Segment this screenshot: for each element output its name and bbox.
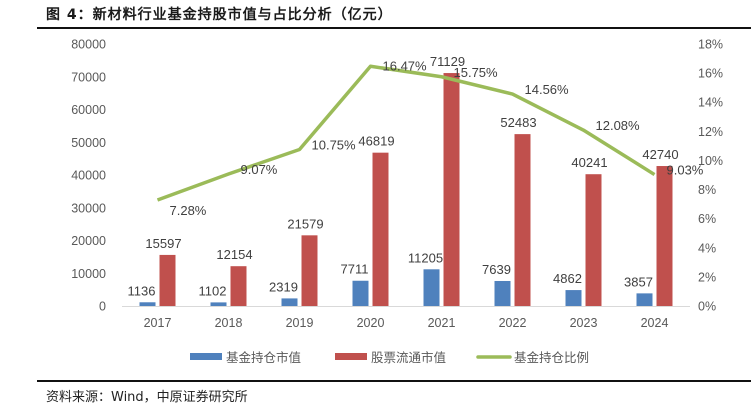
left-tick-label: 70000 bbox=[71, 70, 106, 84]
source-note: 资料来源：Wind，中原证券研究所 bbox=[46, 390, 248, 405]
legend-ratio: 基金持仓比例 bbox=[476, 350, 589, 365]
data-label-fund-holding: 3857 bbox=[624, 274, 653, 289]
bar-circulating-mv bbox=[443, 73, 460, 307]
data-label-circulating-mv: 15597 bbox=[145, 236, 181, 251]
bar-fund-holding bbox=[352, 280, 369, 306]
right-tick-label: 6% bbox=[698, 212, 716, 226]
data-label-circulating-mv: 52483 bbox=[500, 115, 536, 130]
bar-fund-holding bbox=[139, 302, 156, 306]
chart: 0 10000 20000 30000 40000 50000 60000 70000 8000… bbox=[71, 38, 723, 366]
x-tick-label: 2020 bbox=[357, 316, 385, 330]
data-label-circulating-mv: 46819 bbox=[358, 134, 394, 149]
bar-labels: 1136 15597 1102 12154 2319 21579 7711 46819 1120… bbox=[128, 54, 704, 298]
data-label-ratio: 7.28% bbox=[170, 203, 207, 218]
right-tick-label: 4% bbox=[698, 241, 716, 255]
data-label-ratio: 16.47% bbox=[383, 58, 428, 73]
bar-fund-holding bbox=[494, 280, 511, 306]
ratio-line-series bbox=[156, 64, 656, 202]
left-tick-label: 30000 bbox=[71, 201, 106, 215]
bar-circulating-mv bbox=[372, 152, 389, 306]
x-tick-label: 2021 bbox=[428, 316, 456, 330]
bar-fund-holding bbox=[636, 293, 653, 306]
x-tick-label: 2023 bbox=[570, 316, 598, 330]
right-tick-label: 14% bbox=[698, 96, 723, 110]
data-label-ratio: 9.07% bbox=[241, 162, 278, 177]
x-tick-label: 2024 bbox=[641, 316, 669, 330]
bars bbox=[139, 73, 673, 307]
left-axis: 0 10000 20000 30000 40000 50000 60000 70000 8000… bbox=[71, 38, 106, 314]
bar-circulating-mv bbox=[656, 166, 673, 306]
data-label-ratio: 12.08% bbox=[596, 118, 641, 133]
x-tick-label: 2022 bbox=[499, 316, 527, 330]
bar-circulating-mv bbox=[514, 134, 531, 306]
legend-circulating-mv: 股票流通市值 bbox=[335, 350, 446, 365]
right-tick-label: 12% bbox=[698, 125, 723, 139]
bar-circulating-mv bbox=[585, 174, 602, 306]
bar-fund-holding bbox=[281, 298, 298, 306]
data-label-circulating-mv: 21579 bbox=[287, 216, 323, 231]
data-label-ratio: 9.03% bbox=[667, 163, 704, 178]
bar-fund-holding bbox=[423, 269, 440, 306]
bar-circulating-mv bbox=[230, 266, 247, 306]
legend-swatch bbox=[335, 353, 367, 360]
legend-fund-holding: 基金持仓市值 bbox=[190, 350, 301, 365]
top-rule bbox=[37, 27, 751, 29]
legend-label: 基金持仓市值 bbox=[226, 350, 301, 365]
bar-circulating-mv bbox=[301, 235, 318, 306]
right-tick-label: 18% bbox=[698, 38, 723, 52]
left-tick-label: 60000 bbox=[71, 103, 106, 117]
figure-title: 图 4：新材料行业基金持股市值与占比分析（亿元） bbox=[46, 7, 393, 23]
data-label-fund-holding: 1136 bbox=[128, 283, 156, 298]
data-label-circulating-mv: 71129 bbox=[430, 54, 465, 69]
data-label-circulating-mv: 42740 bbox=[642, 147, 678, 162]
right-axis: 0% 2% 4% 6% 8% 10% 12% 14% 16% 18% bbox=[698, 38, 723, 314]
data-label-ratio: 15.75% bbox=[454, 65, 499, 80]
data-label-fund-holding: 11205 bbox=[408, 250, 443, 265]
data-label-circulating-mv: 40241 bbox=[571, 155, 607, 170]
right-tick-label: 8% bbox=[698, 183, 716, 197]
data-label-fund-holding: 4862 bbox=[553, 271, 582, 286]
x-tick-label: 2018 bbox=[215, 316, 243, 330]
left-tick-label: 50000 bbox=[71, 136, 106, 150]
ratio-line bbox=[156, 64, 656, 202]
legend: 基金持仓市值 股票流通市值 基金持仓比例 bbox=[190, 350, 589, 365]
x-tick-label: 2019 bbox=[286, 316, 314, 330]
legend-swatch bbox=[190, 353, 222, 360]
right-tick-label: 16% bbox=[698, 67, 723, 81]
right-tick-label: 0% bbox=[698, 300, 716, 314]
left-tick-label: 10000 bbox=[71, 267, 106, 281]
bar-fund-holding bbox=[210, 302, 227, 306]
bar-circulating-mv bbox=[159, 254, 176, 306]
data-label-fund-holding: 1102 bbox=[199, 283, 227, 298]
right-tick-label: 2% bbox=[698, 270, 716, 284]
left-tick-label: 80000 bbox=[71, 38, 106, 52]
data-label-circulating-mv: 12154 bbox=[216, 247, 252, 262]
data-label-ratio: 14.56% bbox=[525, 82, 570, 97]
bar-fund-holding bbox=[565, 290, 582, 306]
left-tick-label: 20000 bbox=[71, 234, 106, 248]
data-label-fund-holding: 7639 bbox=[482, 262, 511, 277]
left-tick-label: 40000 bbox=[71, 169, 106, 183]
data-label-ratio: 10.75% bbox=[312, 138, 357, 153]
data-label-fund-holding: 7711 bbox=[341, 262, 369, 277]
right-tick-label: 10% bbox=[698, 154, 723, 168]
x-tick-label: 2017 bbox=[144, 316, 172, 330]
data-label-fund-holding: 2319 bbox=[269, 279, 298, 294]
x-axis: 2017 2018 2019 2020 2021 2022 2023 2024 bbox=[144, 316, 669, 330]
bottom-rule bbox=[37, 380, 751, 382]
legend-label: 基金持仓比例 bbox=[514, 350, 589, 365]
legend-label: 股票流通市值 bbox=[371, 350, 446, 365]
left-tick-label: 0 bbox=[99, 300, 106, 314]
